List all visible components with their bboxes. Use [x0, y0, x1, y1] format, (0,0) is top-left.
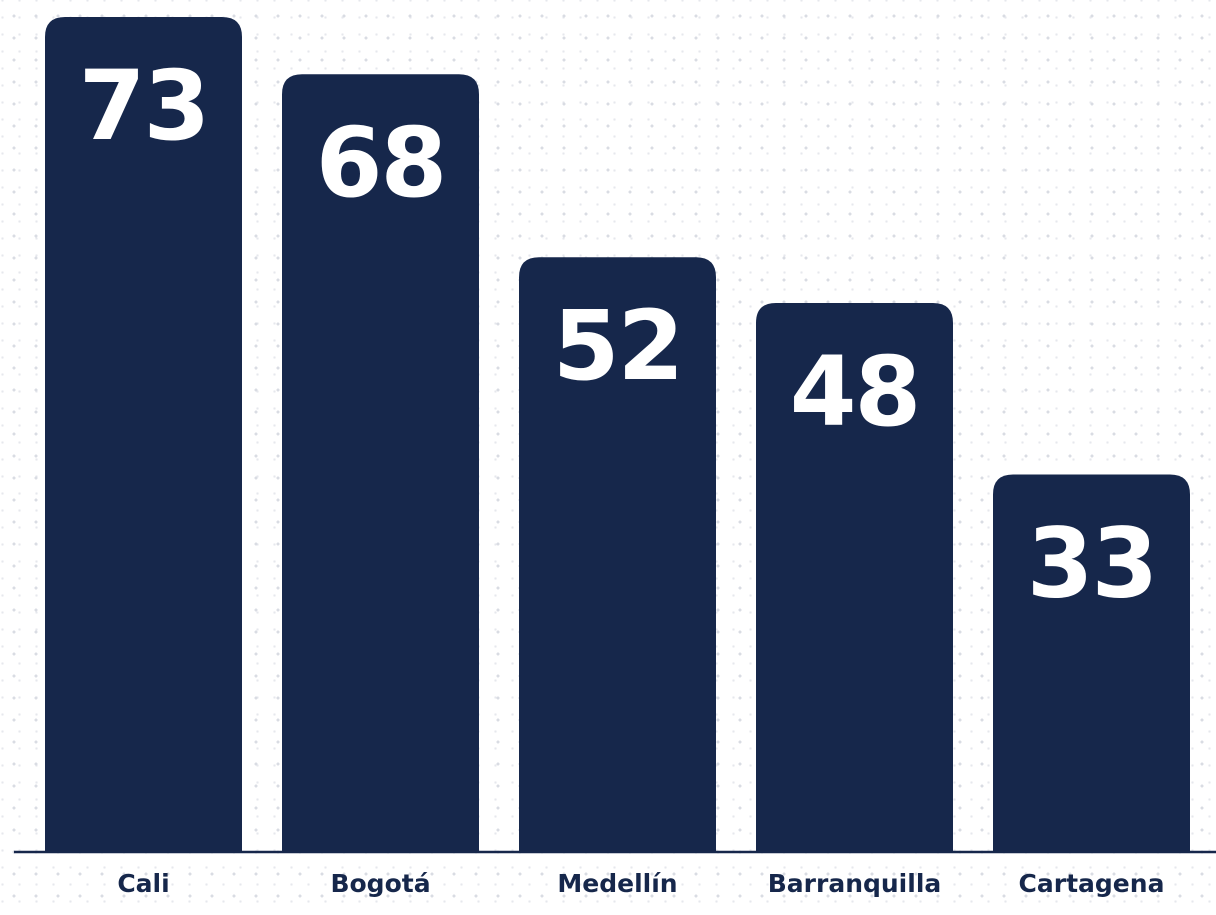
- bar-medellín: [519, 257, 716, 853]
- value-label: 73: [79, 50, 209, 162]
- category-label: Barranquilla: [768, 869, 942, 898]
- bar-barranquilla: [756, 302, 953, 853]
- value-label: 52: [553, 290, 683, 402]
- value-label: 68: [316, 107, 446, 219]
- bars-group: 73 68 52 48 33: [45, 17, 1190, 853]
- bar-bogotá: [282, 74, 479, 853]
- category-label: Medellín: [557, 869, 677, 898]
- bar-cartagena: [993, 474, 1190, 852]
- category-label: Bogotá: [330, 869, 430, 898]
- category-label: Cali: [117, 869, 169, 898]
- category-labels: Cali Bogotá Medellín Barranquilla Cartagena: [117, 869, 1164, 898]
- value-label: 48: [790, 336, 920, 448]
- value-label: 33: [1027, 508, 1157, 620]
- bar-cali: [45, 17, 242, 852]
- category-label: Cartagena: [1019, 869, 1165, 898]
